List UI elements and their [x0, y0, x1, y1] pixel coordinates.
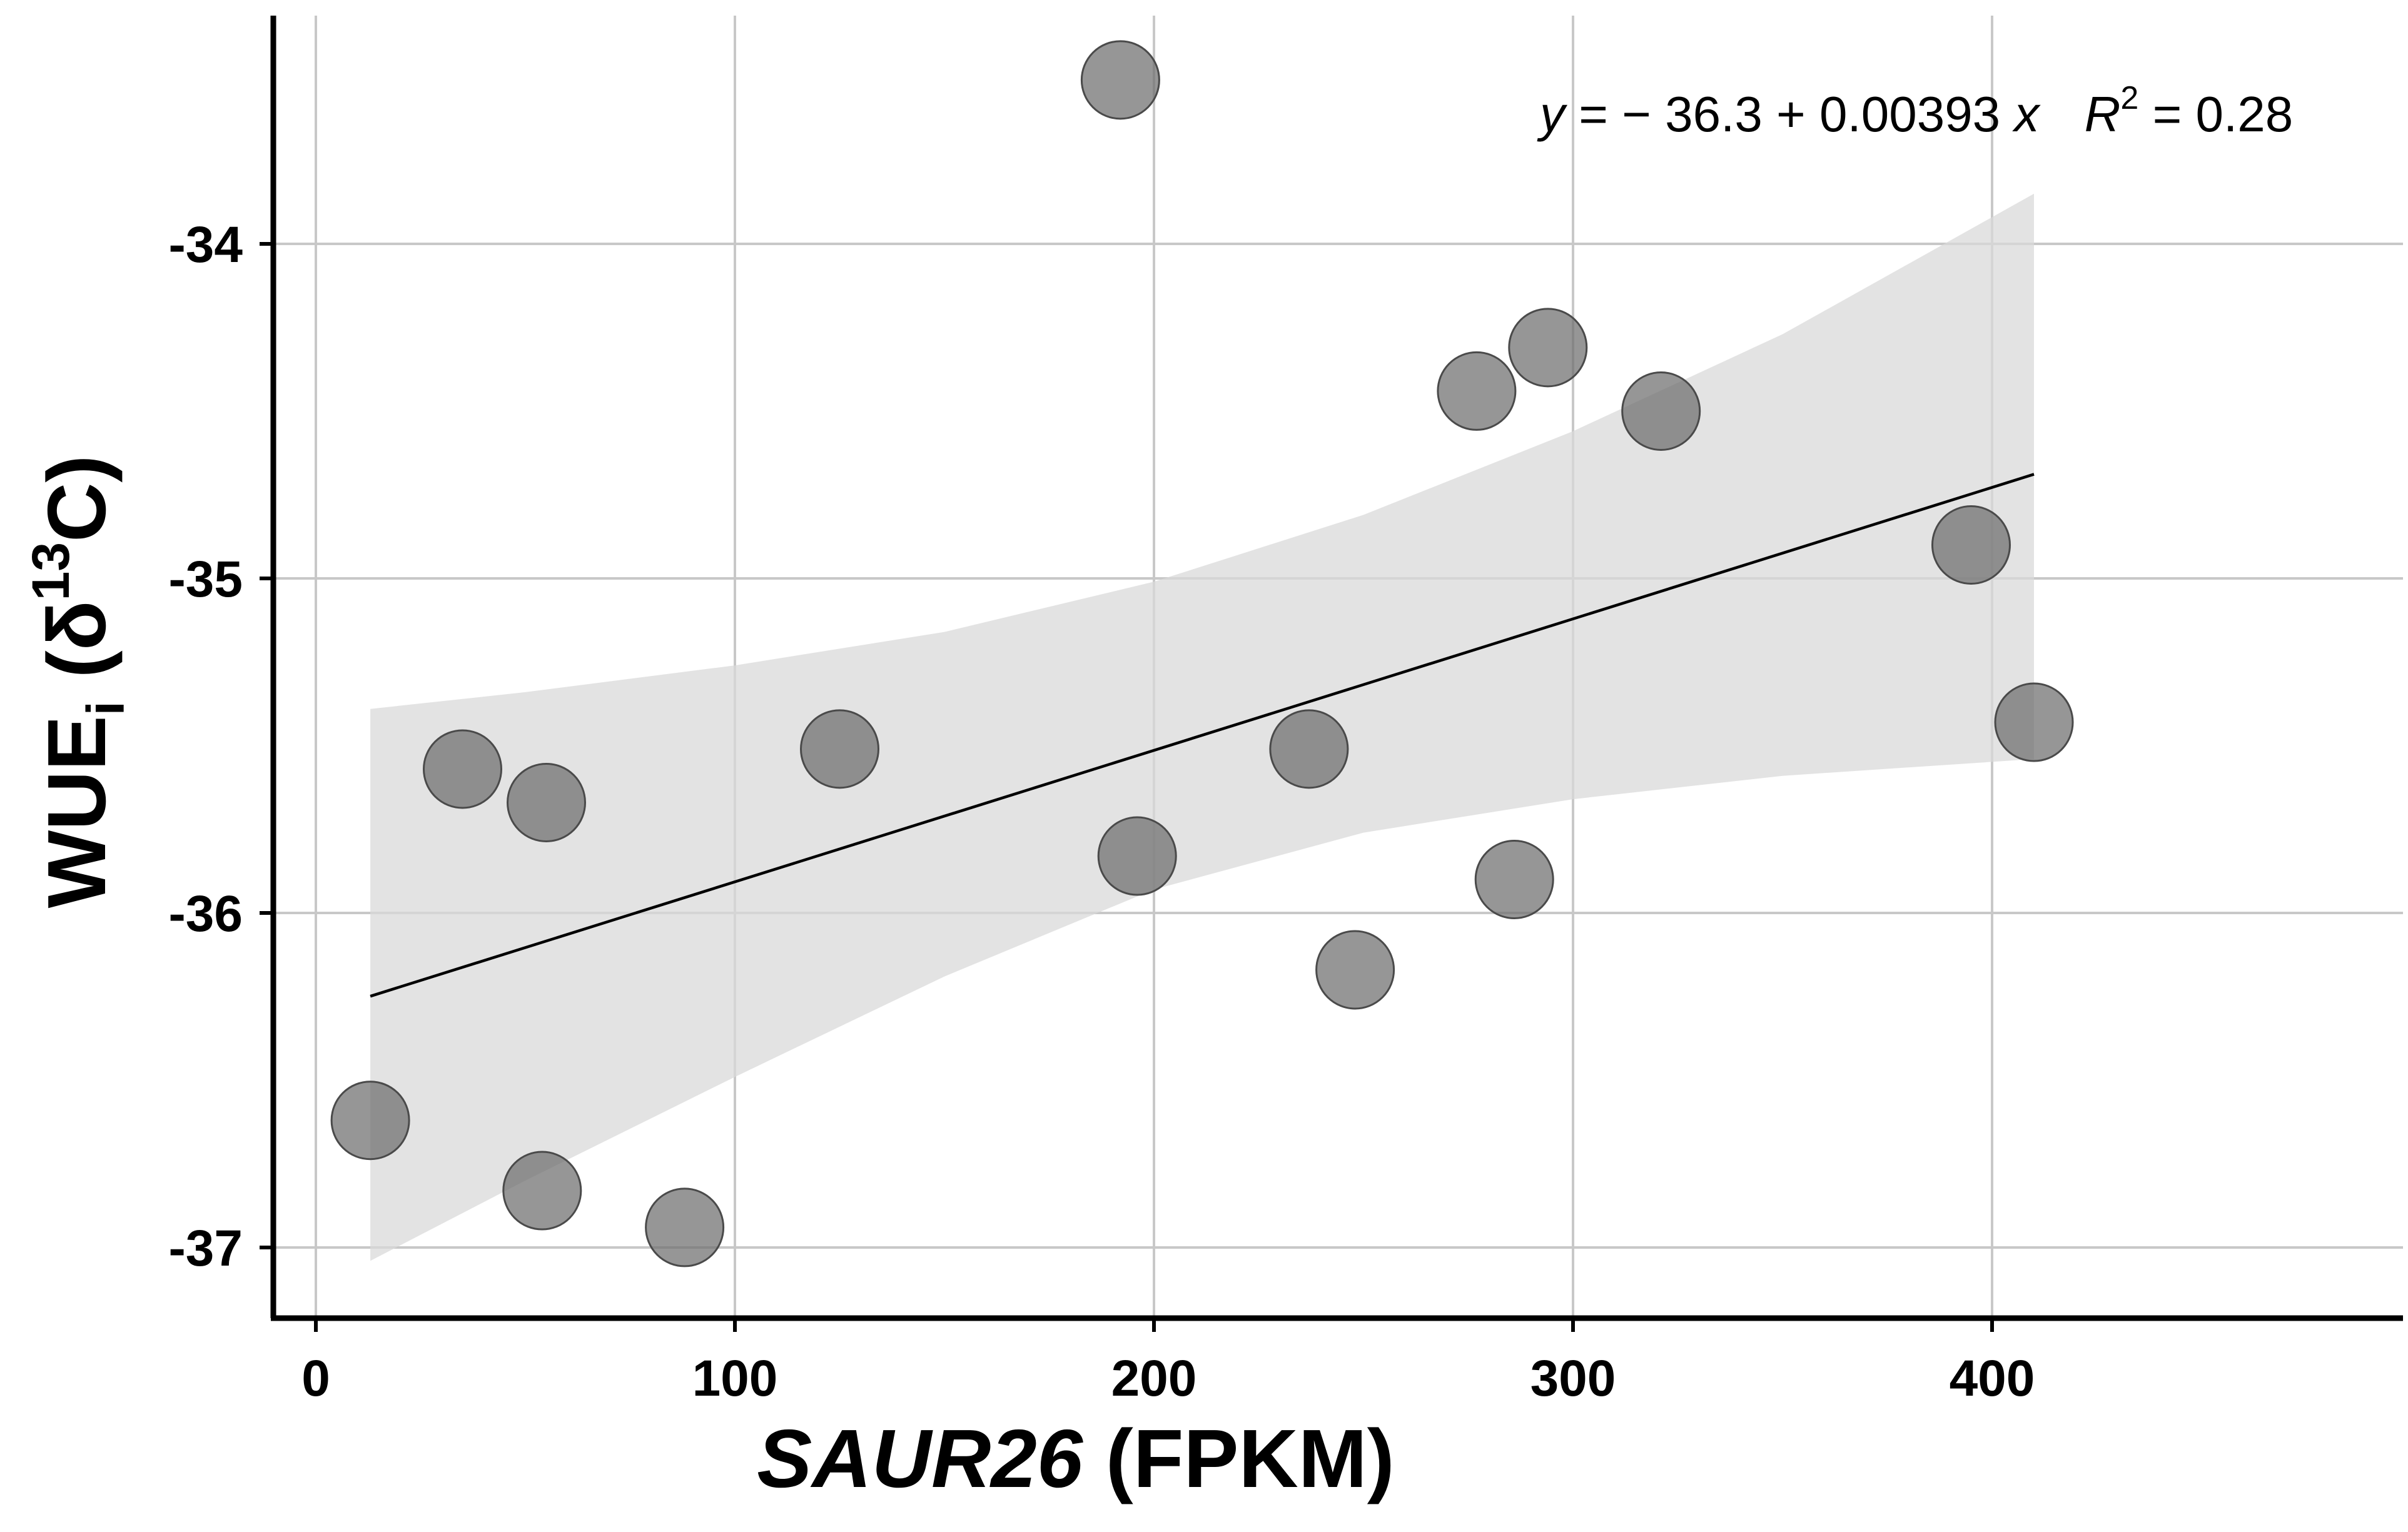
y-tick-label: -36	[168, 885, 243, 942]
data-point	[1097, 816, 1177, 896]
x-axis-title-unit: (FPKM)	[1106, 1413, 1395, 1504]
equation-gap	[2070, 86, 2084, 142]
y-axis-title-prefix: WUE	[31, 715, 123, 908]
regression-equation: y = − 36.3 + 0.00393 x R2 = 0.28	[1537, 80, 2293, 142]
data-point	[645, 1187, 725, 1267]
equation-r-var: R	[2085, 86, 2121, 142]
y-ticks: -37 -36 -35 -34	[168, 216, 273, 1277]
x-axis-title-space	[1083, 1413, 1106, 1504]
data-point	[507, 762, 586, 842]
x-tick-label: 0	[301, 1350, 330, 1407]
y-tick-label: -37	[168, 1220, 243, 1277]
equation-r-superscript: 2	[2120, 80, 2138, 116]
data-point	[1621, 371, 1701, 451]
equation-y-var: y	[1537, 86, 1568, 142]
data-point	[1508, 308, 1588, 388]
data-point	[1437, 351, 1517, 431]
y-axis-title-close: C)	[31, 455, 123, 542]
x-tick-label: 100	[692, 1350, 778, 1407]
x-axis-title-gene: SAUR26	[757, 1413, 1083, 1504]
y-axis-title: WUEi (δ13C)	[21, 455, 135, 909]
x-axis-title: SAUR26 (FPKM)	[757, 1413, 1394, 1504]
data-point	[1269, 709, 1349, 789]
x-tick-label: 300	[1530, 1350, 1616, 1407]
equation-x-var: x	[2011, 86, 2041, 142]
x-tick-label: 200	[1111, 1350, 1197, 1407]
y-tick-label: -34	[168, 216, 243, 273]
data-point	[423, 729, 502, 809]
y-tick-label: -35	[168, 551, 243, 608]
y-axis-title-superscript: 13	[21, 542, 80, 600]
data-point	[502, 1151, 582, 1231]
data-point	[1315, 930, 1395, 1010]
data-points	[330, 40, 2074, 1267]
data-point	[800, 709, 879, 789]
equation-body: = − 36.3 + 0.00393	[1565, 86, 2014, 142]
equation-r-value: = 0.28	[2138, 86, 2293, 142]
regression-line	[370, 473, 2035, 998]
data-point	[1931, 505, 2011, 585]
data-point	[330, 1081, 410, 1161]
y-axis-title-open: (δ	[31, 600, 123, 701]
y-axis-title-subscript: i	[76, 701, 135, 715]
data-point	[1994, 682, 2074, 762]
x-tick-label: 400	[1950, 1350, 2035, 1407]
confidence-band	[370, 193, 2034, 1261]
x-ticks: 0 100 200 300 400	[301, 1318, 2035, 1407]
data-point	[1080, 40, 1160, 120]
data-point	[1474, 840, 1554, 919]
